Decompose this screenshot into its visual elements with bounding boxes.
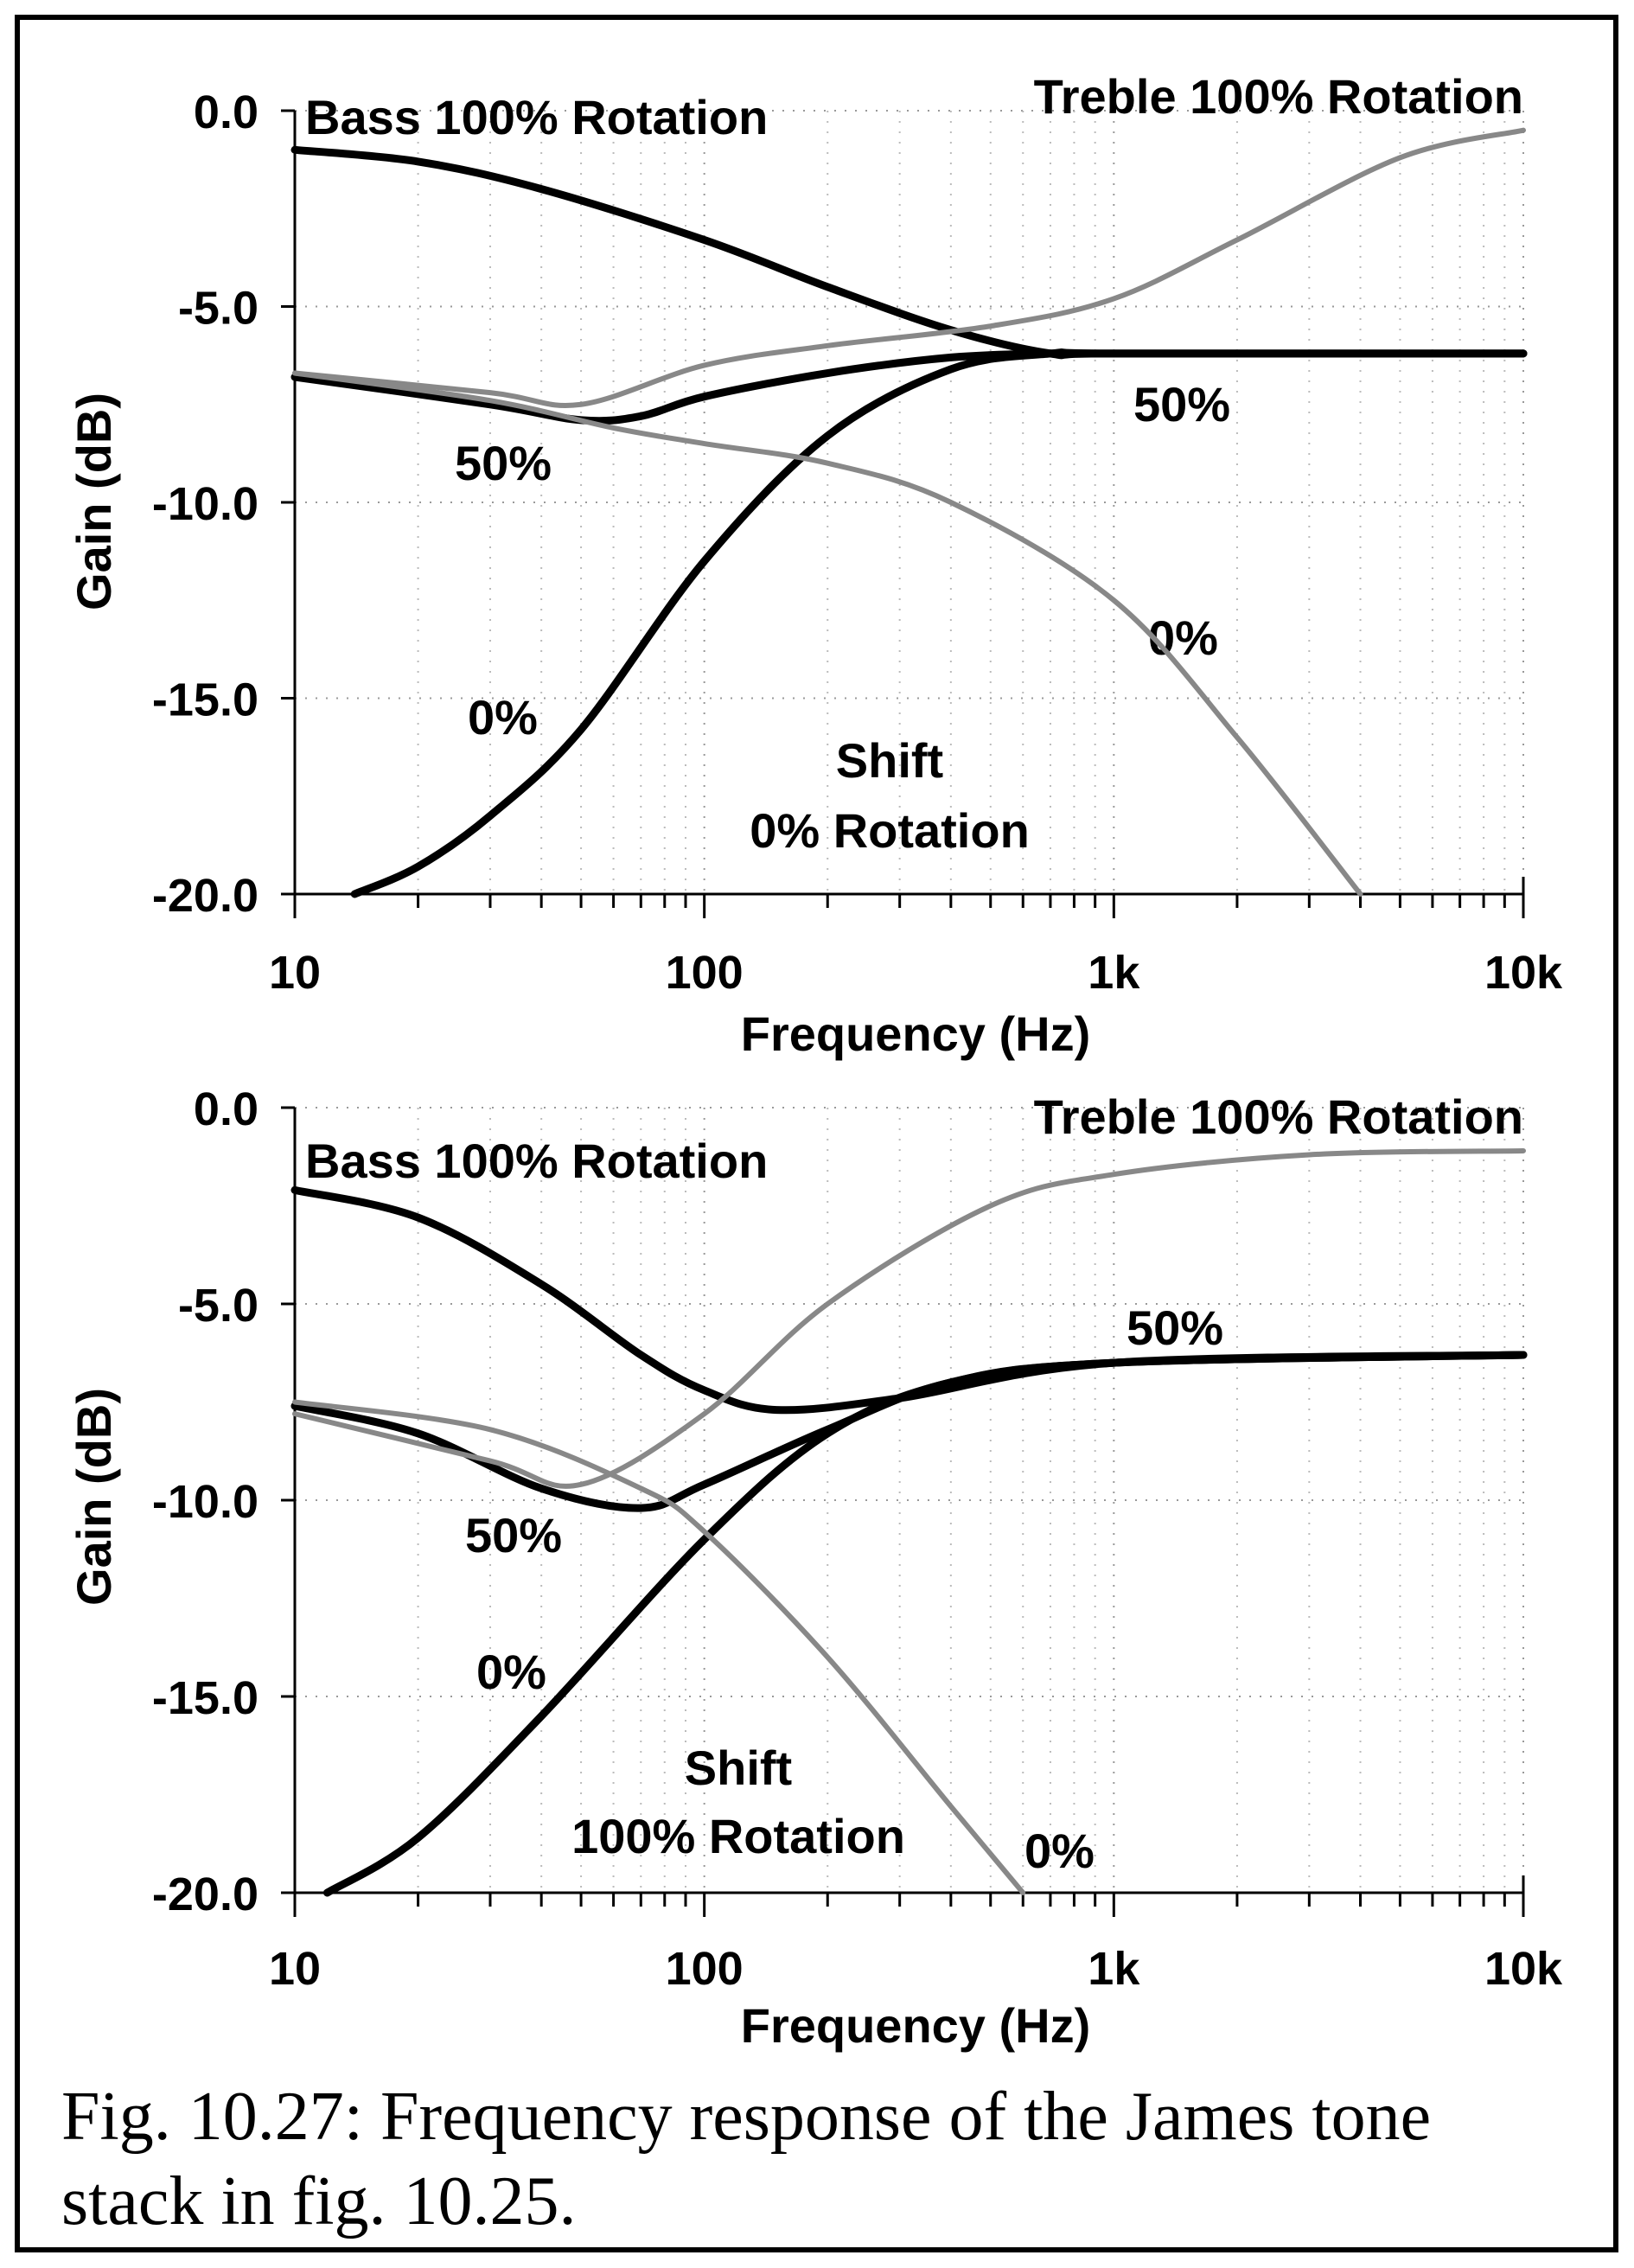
annotation-bass-0: 0% <box>476 1645 546 1699</box>
x-tick-label: 10 <box>269 1943 321 1995</box>
x-tick-label: 1k <box>1088 947 1140 999</box>
annotation-shift-rotation: 0% Rotation <box>750 803 1030 858</box>
y-tick-label: 0.0 <box>194 1083 259 1135</box>
annotation-bass-0: 0% <box>468 690 538 744</box>
caption-line-1: Fig. 10.27: Frequency response of the Ja… <box>61 2079 1431 2155</box>
grid <box>281 1106 1525 1917</box>
series-line-3 <box>292 127 1526 408</box>
annotation-bass: Bass 100% Rotation <box>305 90 768 144</box>
y-axis-label: Gain (dB) <box>67 393 121 610</box>
annotation-treble-50: 50% <box>1127 1300 1223 1355</box>
x-tick-label: 100 <box>666 947 744 999</box>
y-tick-label: -20.0 <box>152 870 259 922</box>
x-tick-label: 10 <box>269 947 321 999</box>
annotation-bass-50: 50% <box>465 1508 562 1562</box>
annotation-treble-0: 0% <box>1148 610 1218 665</box>
y-tick-label: -15.0 <box>152 1672 259 1724</box>
series-line-2 <box>350 348 1528 898</box>
series-line-0 <box>290 145 1528 360</box>
series-line-4 <box>292 1399 1026 1895</box>
annotation-treble-0: 0% <box>1024 1824 1095 1878</box>
figure-border <box>15 15 1618 2252</box>
x-tick-label: 1k <box>1088 1943 1140 1995</box>
x-tick-label: 100 <box>666 1943 744 1995</box>
y-axis-label: Gain (dB) <box>67 1388 121 1606</box>
y-tick-label: -15.0 <box>152 674 259 726</box>
series-line-3 <box>292 1147 1526 1489</box>
annotation-shift-rotation: 100% Rotation <box>571 1809 905 1863</box>
annotation-treble-50: 50% <box>1133 377 1230 431</box>
annotation-shift: Shift <box>685 1741 792 1795</box>
annotation-bass-50: 50% <box>455 436 552 490</box>
x-axis-label: Frequency (Hz) <box>741 1998 1091 2053</box>
annotation-treble: Treble 100% Rotation <box>1034 1089 1523 1144</box>
annotation-bass: Bass 100% Rotation <box>305 1134 768 1188</box>
x-tick-label: 10k <box>1484 947 1563 999</box>
annotation-shift: Shift <box>836 733 943 788</box>
series-line-2 <box>323 1351 1528 1897</box>
annotation-treble: Treble 100% Rotation <box>1034 69 1523 124</box>
y-tick-label: -5.0 <box>178 1280 259 1332</box>
y-tick-label: -10.0 <box>152 478 259 530</box>
grid <box>281 109 1525 918</box>
series-line-0 <box>290 1185 1528 1415</box>
y-tick-label: 0.0 <box>194 86 259 138</box>
plot-top: Bass 100% Rotation Treble 100% Rotation … <box>67 69 1563 1061</box>
y-tick-label: -5.0 <box>178 283 259 335</box>
caption-line-2: stack in fig. 10.25. <box>61 2163 576 2239</box>
y-tick-label: -20.0 <box>152 1869 259 1920</box>
series-line-4 <box>292 370 1363 897</box>
plot-bottom: Bass 100% Rotation Treble 100% Rotation … <box>67 1083 1563 2053</box>
x-tick-label: 10k <box>1484 1943 1563 1995</box>
series-line-1 <box>290 1351 1528 1512</box>
x-axis-label: Frequency (Hz) <box>741 1006 1091 1061</box>
y-tick-label: -10.0 <box>152 1476 259 1528</box>
